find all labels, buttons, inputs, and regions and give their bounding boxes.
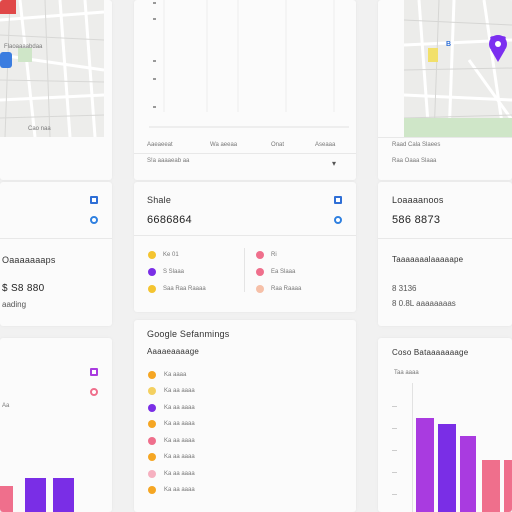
stat-value: 586 8873 <box>392 214 441 226</box>
list-item: Ka aa aaaa <box>164 471 195 477</box>
list-dot <box>148 404 156 412</box>
chart-bar <box>460 436 476 512</box>
info-icon[interactable] <box>90 388 98 396</box>
chart-bar <box>482 460 500 512</box>
legend-dot <box>148 285 156 293</box>
legend-label: Saa Raa Raaaa <box>163 286 206 292</box>
map-legend-2: Raa Oaaa Slaaa <box>392 158 437 164</box>
top-chart-card: Aaeaeeat Wa aeeaa Onat Aseaaa S!a aaaaea… <box>134 0 356 180</box>
list-dot <box>148 420 156 428</box>
list-item: Ka aa aaaa <box>164 388 195 394</box>
chart-bar <box>504 460 512 512</box>
list-dot <box>148 371 156 379</box>
line-chart-area <box>149 0 349 128</box>
x-tick-3: Onat <box>271 142 285 148</box>
card-title: Shale <box>147 195 172 205</box>
chart-bar <box>416 418 434 512</box>
divider <box>134 235 356 236</box>
x-tick-2: Wa aeeaa <box>210 142 238 148</box>
right-bottom-chart-card: Coso Bataaaaaaage Taa aaaa <box>378 338 512 512</box>
axis-label: Aa <box>2 403 10 409</box>
right-stat-card: Loaaaanoos 586 8873 Taaaaaaalaaaaape 8 3… <box>378 182 512 326</box>
x-tick-1: Aaeaeeat <box>147 142 173 148</box>
list-dot <box>148 486 156 494</box>
section-title: Taaaaaaalaaaaape <box>392 255 464 264</box>
map-pin-label: B <box>446 41 452 48</box>
top-right-map-card: B Raad Cala Slaees Raa Oaaa Slaaa <box>378 0 512 180</box>
legend-dot <box>256 285 264 293</box>
card-subtitle: Aaaaeaaaage <box>147 347 200 356</box>
legend-label: Raa Raaaa <box>271 286 302 292</box>
chart-bar <box>0 486 13 512</box>
chart-bar <box>438 424 456 512</box>
expand-icon[interactable] <box>90 368 98 376</box>
divider <box>134 153 356 154</box>
stat-line-2: 8 0.8L aaaaaaaas <box>392 299 456 308</box>
middle-stat-card: Shale 6686864 Ke 01 S Slaaa Saa Raa Raaa… <box>134 182 356 312</box>
x-tick-4: Aseaaa <box>315 142 336 148</box>
top-left-map-card: Flaoaaaabdaa Cao naa <box>0 0 112 180</box>
left-bottom-card: Aa <box>0 338 112 512</box>
middle-list-card: Google Sefanmings Aaaaeaaaage Ka aaaa Ka… <box>134 320 356 512</box>
stat-value: 6686864 <box>147 214 192 226</box>
legend-dot <box>256 268 264 276</box>
divider <box>378 238 512 239</box>
legend-label: Ri <box>271 252 277 258</box>
map-legend-1: Raad Cala Slaees <box>392 142 441 148</box>
map-label-1: Flaoaaaabdaa <box>4 44 43 50</box>
legend-dot <box>256 251 264 259</box>
list-item: Ka aa aaaa <box>164 405 195 411</box>
chevron-down-icon[interactable]: ▾ <box>332 159 337 168</box>
card-title: Oaaaaaaaps <box>2 255 56 265</box>
chart-legend: S!a aaaaeab aa <box>147 158 190 164</box>
left-stat-card: Oaaaaaaaps $ S8 880 aading <box>0 182 112 326</box>
legend-dot <box>148 268 156 276</box>
divider <box>0 238 112 239</box>
map-view[interactable]: B <box>404 0 512 137</box>
divider <box>378 137 512 138</box>
stat-sub: aading <box>2 300 27 309</box>
list-dot <box>148 387 156 395</box>
legend-label: Ke 01 <box>163 252 179 258</box>
info-icon[interactable] <box>90 216 98 224</box>
list-item: Ka aa aaaa <box>164 487 195 493</box>
chart-bar <box>25 478 46 512</box>
street-map <box>0 0 104 137</box>
chart-bar <box>53 478 74 512</box>
stat-line-1: 8 3136 <box>392 284 417 293</box>
list-item: Ka aa aaaa <box>164 421 195 427</box>
list-dot <box>148 453 156 461</box>
legend-separator <box>244 248 245 292</box>
street-map <box>404 0 512 137</box>
expand-icon[interactable] <box>90 196 98 204</box>
legend-dot <box>148 251 156 259</box>
list-dot <box>148 470 156 478</box>
card-title: Google Sefanmings <box>147 329 230 339</box>
legend-label: S Slaaa <box>163 269 185 275</box>
y-axis <box>412 383 413 512</box>
list-item: Ka aa aaaa <box>164 454 195 460</box>
map-label-2: Cao naa <box>28 126 51 132</box>
map-view[interactable]: Flaoaaaabdaa Cao naa <box>0 0 104 137</box>
card-title: Coso Bataaaaaaage <box>392 348 469 357</box>
list-item: Ka aa aaaa <box>164 438 195 444</box>
axis-label: Taa aaaa <box>394 370 419 376</box>
info-icon[interactable] <box>334 216 342 224</box>
legend-label: Ea Slaaa <box>271 269 296 275</box>
expand-icon[interactable] <box>334 196 342 204</box>
stat-value: $ S8 880 <box>2 283 45 294</box>
card-title: Loaaaanoos <box>392 195 444 205</box>
list-item: Ka aaaa <box>164 372 187 378</box>
list-dot <box>148 437 156 445</box>
